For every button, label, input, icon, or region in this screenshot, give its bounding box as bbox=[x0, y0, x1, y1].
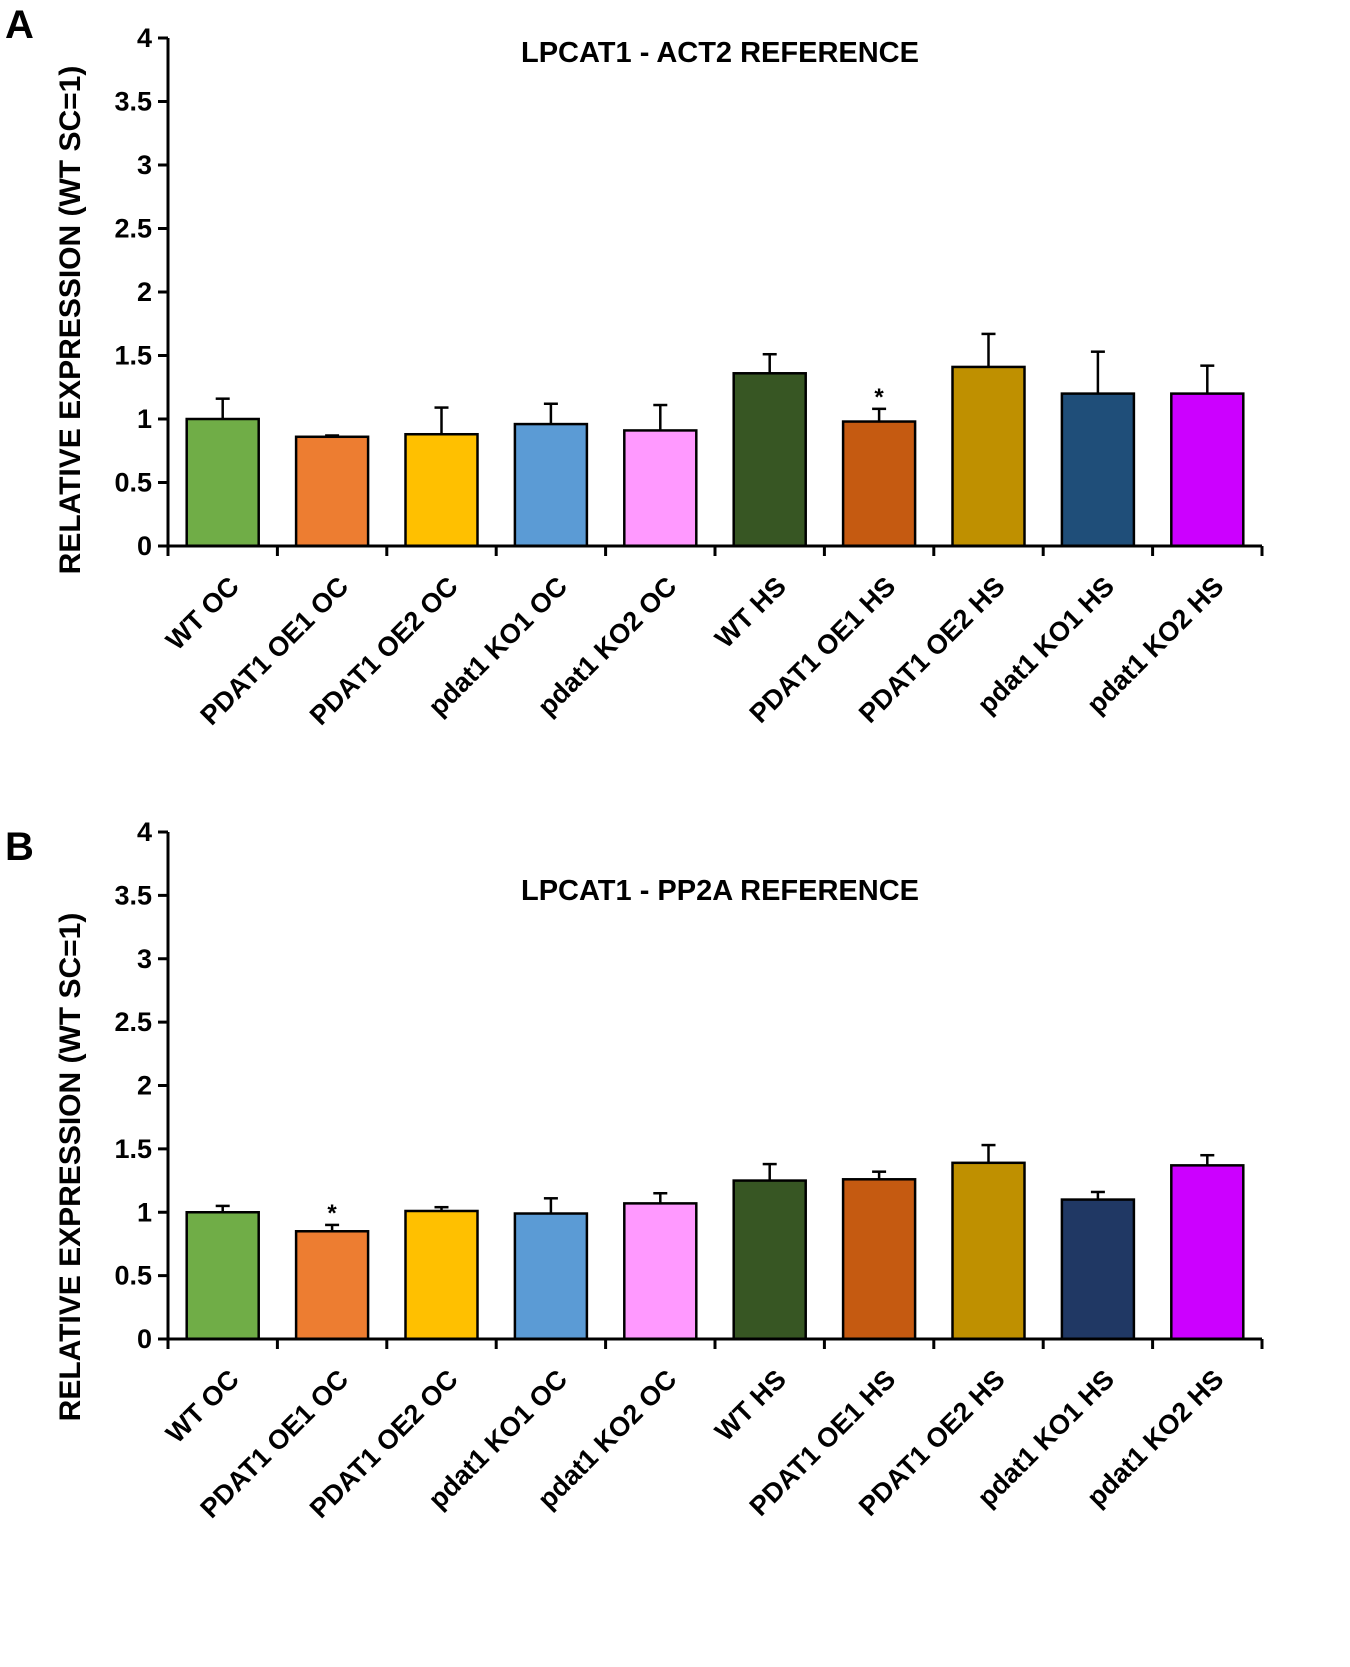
panel-a-y-tick-label: 2.5 bbox=[114, 214, 152, 244]
panel-a-bar bbox=[841, 420, 917, 548]
panel-a-y-tick-label: 0.5 bbox=[114, 468, 152, 498]
panel-b-y-tick-label: 2.5 bbox=[114, 1007, 152, 1037]
panel-b-y-tick-label: 3 bbox=[137, 944, 152, 974]
panel-b-bar bbox=[841, 1178, 917, 1341]
panel-b-bar bbox=[951, 1161, 1026, 1341]
panel-b-bar bbox=[513, 1212, 589, 1341]
panel-b-y-axis-label: RELATIVE EXPRESSION (WT SC=1) bbox=[54, 913, 87, 1422]
panel-b-significance-marker: * bbox=[327, 1200, 337, 1227]
panel-b-y-tick-label: 3.5 bbox=[114, 880, 152, 910]
panel-a-category-label: WT HS bbox=[709, 571, 792, 654]
panel-b-y-tick-label: 1.5 bbox=[114, 1134, 152, 1164]
panel-b-title: LPCAT1 - PP2A REFERENCE bbox=[521, 875, 919, 907]
panel-b-category-label: WT OC bbox=[160, 1364, 245, 1449]
panel-b-y-tick-label: 2 bbox=[137, 1071, 152, 1101]
panel-a-bar bbox=[404, 432, 479, 548]
panel-b-y-tick-label: 0 bbox=[137, 1324, 152, 1354]
panel-b-bar bbox=[623, 1202, 698, 1341]
panel-b-bar bbox=[404, 1209, 479, 1341]
panel-b-bar bbox=[1060, 1198, 1136, 1341]
panel-a-y-axis-label: RELATIVE EXPRESSION (WT SC=1) bbox=[54, 66, 87, 575]
panel-b-y-tick-label: 0.5 bbox=[114, 1261, 152, 1291]
panel-b-bar bbox=[732, 1179, 807, 1341]
panel-a-category-label: WT OC bbox=[160, 571, 245, 656]
panel-b-y-tick-label: 1 bbox=[137, 1197, 152, 1227]
panel-b-bar bbox=[294, 1230, 370, 1341]
panel-a-bar bbox=[951, 365, 1026, 548]
panel-a-bar bbox=[185, 417, 260, 548]
panel-a-y-tick-label: 0 bbox=[137, 531, 152, 561]
panel-a-bar bbox=[732, 372, 807, 548]
panel-a-bar bbox=[513, 422, 589, 548]
panel-a-y-tick-label: 2 bbox=[137, 277, 152, 307]
panel-b-bar bbox=[1170, 1164, 1245, 1341]
panel-a-y-tick-label: 1 bbox=[137, 404, 152, 434]
panel-b-letter: B bbox=[5, 825, 34, 869]
panel-a-letter: A bbox=[5, 3, 34, 47]
panel-a-bar bbox=[1170, 392, 1245, 548]
panel-a-y-tick-label: 3.5 bbox=[114, 87, 152, 117]
panel-a-y-tick-label: 3 bbox=[137, 150, 152, 180]
panel-b-category-label: WT HS bbox=[709, 1364, 792, 1447]
panel-a-title: LPCAT1 - ACT2 REFERENCE bbox=[521, 37, 919, 69]
panel-a-y-tick-label: 4 bbox=[137, 23, 152, 53]
panel-b-y-tick-label: 4 bbox=[137, 817, 152, 847]
panel-b-bar bbox=[185, 1211, 260, 1341]
panel-a-bar bbox=[1060, 392, 1136, 548]
panel-a-significance-marker: * bbox=[874, 384, 884, 411]
panel-a-bar bbox=[294, 435, 370, 548]
panel-a-bar bbox=[623, 429, 698, 548]
panel-a-y-tick-label: 1.5 bbox=[114, 341, 152, 371]
